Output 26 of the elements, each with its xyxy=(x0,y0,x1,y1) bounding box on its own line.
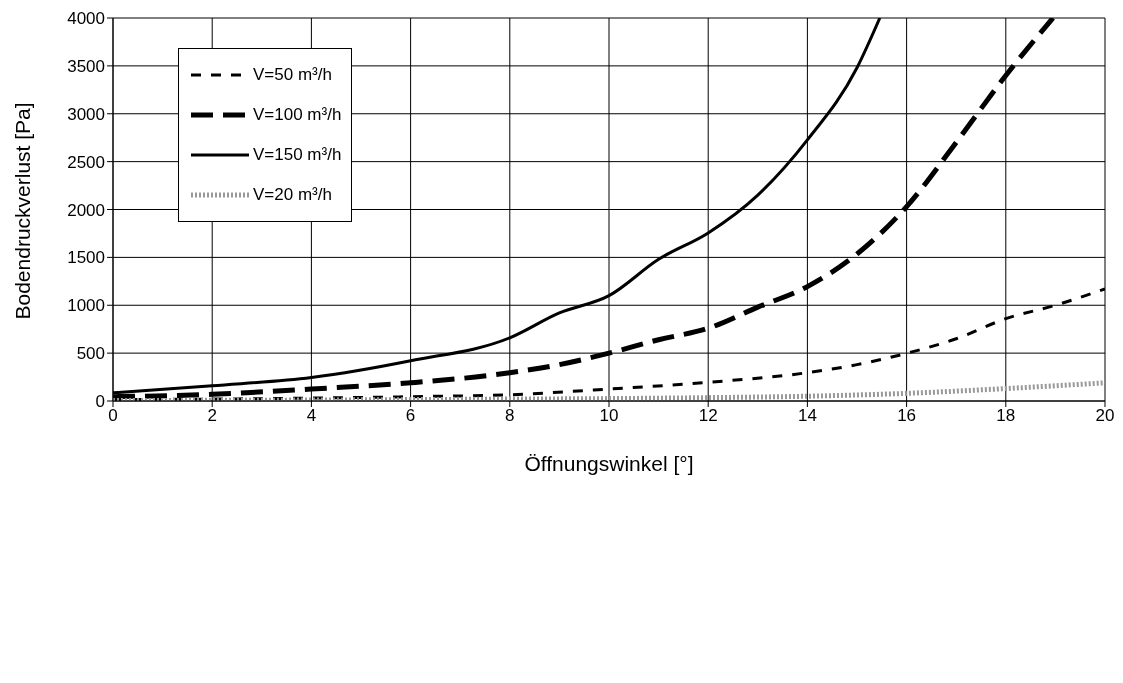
y-tick-label: 1500 xyxy=(67,248,105,268)
legend-label: V=20 m³/h xyxy=(253,185,332,205)
x-tick-label: 2 xyxy=(207,406,217,426)
x-axis-title: Öffnungswinkel [°] xyxy=(524,452,694,475)
x-tick-label: 16 xyxy=(897,406,917,426)
y-tick-label: 3000 xyxy=(67,104,105,124)
y-tick-label: 500 xyxy=(76,344,105,364)
y-tick-label: 3500 xyxy=(67,56,105,76)
y-tick-label: 2500 xyxy=(67,152,105,172)
y-axis-title: Bodendruckverlust [Pa] xyxy=(11,102,35,320)
x-tick-label: 12 xyxy=(698,406,718,426)
x-tick-label: 10 xyxy=(599,406,619,426)
legend-label: V=150 m³/h xyxy=(253,145,342,165)
y-tick-label: 0 xyxy=(95,392,105,412)
x-tick-label: 18 xyxy=(996,406,1016,426)
legend-label: V=100 m³/h xyxy=(253,105,342,125)
y-tick-label: 2000 xyxy=(67,200,105,220)
x-tick-label: 8 xyxy=(505,406,515,426)
x-tick-label: 6 xyxy=(405,406,416,426)
x-tick-label: 20 xyxy=(1095,406,1115,426)
legend-label: V=50 m³/h xyxy=(253,65,332,85)
x-tick-label: 14 xyxy=(797,406,817,426)
x-tick-label: 0 xyxy=(108,406,118,426)
y-tick-label: 4000 xyxy=(67,9,105,29)
x-tick-label: 4 xyxy=(306,406,317,426)
y-tick-label: 1000 xyxy=(67,296,105,316)
